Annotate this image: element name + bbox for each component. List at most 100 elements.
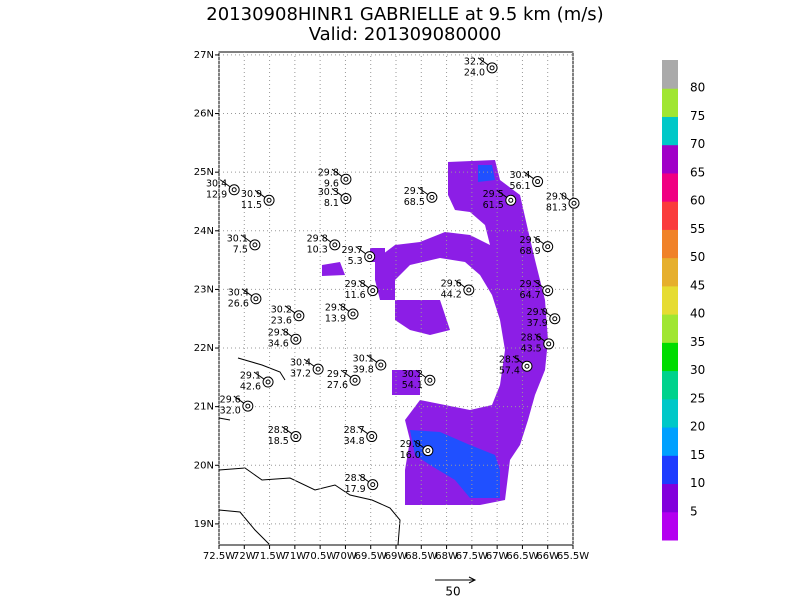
station-marker [542,285,554,297]
station-lower-value: 26.6 [228,298,249,309]
station-marker [542,241,554,253]
x-tick-label: 72W [233,551,256,562]
station-marker [293,310,305,322]
station-upper-value: 30.2 [402,369,423,380]
station: 29.668.9 [520,235,554,257]
station: 29.834.6 [268,328,302,350]
y-tick-label: 25N [194,167,214,178]
wind-speed-field [322,160,548,505]
station-lower-value: 8.1 [324,198,339,209]
station-upper-value: 29.6 [220,395,241,406]
station-upper-value: 29.8 [325,303,346,314]
station-lower-value: 18.5 [268,436,289,447]
station-lower-value: 7.5 [233,244,248,255]
station-center [370,482,376,488]
station: 30.38.1 [318,187,352,209]
station-center [508,197,514,203]
station-marker [366,431,378,443]
colorbar-label: 35 [690,335,705,349]
station-marker [312,363,324,375]
x-tick-label: 70.5W [304,551,336,562]
station-marker [532,176,544,188]
station-marker [329,239,341,251]
x-tick-label: 65.5W [557,551,589,562]
station-lower-value: 24.0 [464,67,485,78]
station: 28.817.9 [345,473,379,495]
station-center [343,196,349,202]
station-upper-value: 29.7 [327,369,348,380]
field-region [410,430,500,498]
station-lower-value: 54.1 [402,380,423,391]
station-lower-value: 27.6 [327,380,348,391]
station-upper-value: 30.9 [241,189,262,200]
coastline [218,467,401,546]
station-center [425,448,431,454]
y-tick-label: 24N [194,226,214,237]
station-upper-value: 29.8 [345,279,366,290]
station-upper-value: 29.1 [404,186,425,197]
station-marker [375,359,387,371]
station-upper-value: 30.3 [318,187,339,198]
station-upper-value: 30.4 [290,358,311,369]
station-center [293,434,299,440]
x-tick-label: 67.5W [456,551,488,562]
x-tick-label: 66W [536,551,559,562]
colorbar-label: 65 [690,165,705,179]
station-marker [486,62,498,74]
station-upper-value: 28.8 [268,425,289,436]
station-center [296,313,302,319]
station-upper-value: 29.8 [307,233,328,244]
station-upper-value: 30.1 [353,354,374,365]
field-region [392,370,420,395]
station-lower-value: 43.5 [521,343,542,354]
station-center [332,242,338,248]
station: 30.254.1 [402,369,436,391]
station-center [231,187,237,193]
station-marker [290,333,302,345]
y-tick-label: 20N [194,460,214,471]
station-lower-value: 44.2 [441,290,462,301]
colorbar-swatch [662,342,678,372]
station: 28.557.4 [499,355,533,377]
station-center [370,288,376,294]
colorbar-swatch [662,229,678,259]
station-lower-value: 37.9 [527,318,548,329]
colorbar-label: 55 [690,222,705,236]
field-region [322,262,345,276]
x-tick-label: 69W [385,551,408,562]
x-tick-label: 67W [486,551,509,562]
coastline [218,509,271,546]
station: 30.17.5 [227,233,261,255]
station-lower-value: 10.3 [307,244,328,255]
x-tick-label: 66.5W [506,551,538,562]
station-upper-value: 30.4 [206,178,227,189]
coastline [218,417,231,421]
station-center [343,176,349,182]
station-marker [463,284,475,296]
station-marker [568,197,580,209]
station-upper-value: 29.1 [240,371,261,382]
station-lower-value: 34.8 [344,436,365,447]
station-marker [347,308,359,320]
station-upper-value: 29.8 [268,328,289,339]
station-lower-value: 16.0 [400,450,421,461]
station-center [466,287,472,293]
colorbar-label: 45 [690,278,705,292]
station-lower-value: 64.7 [520,290,541,301]
station-center [245,403,251,409]
field-region [375,160,548,505]
station-upper-value: 30.4 [228,287,249,298]
station-marker [340,193,352,205]
station-upper-value: 29.0 [546,192,567,203]
x-tick-label: 69.5W [355,551,387,562]
station-lower-value: 13.9 [325,314,346,325]
station-upper-value: 28.8 [345,473,366,484]
station-upper-value: 29.3 [520,279,541,290]
station-upper-value: 28.7 [344,425,365,436]
station-upper-value: 32.2 [464,56,485,67]
station-lower-value: 11.6 [345,290,366,301]
colorbar-swatch [662,116,678,146]
station-center [350,311,356,317]
station-marker [340,173,352,185]
station-lower-value: 32.0 [220,406,241,417]
